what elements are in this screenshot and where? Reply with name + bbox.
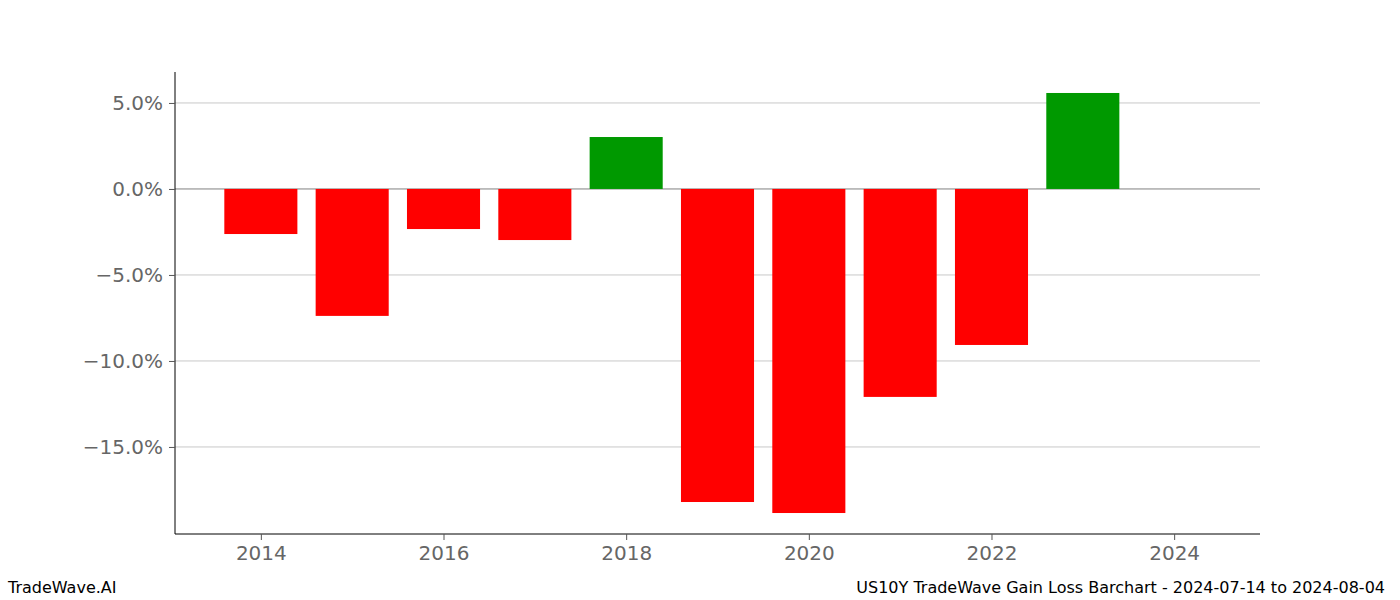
x-tick-mark: [1174, 534, 1175, 540]
y-axis-line: [175, 72, 176, 534]
y-tick: −10.0%: [83, 349, 175, 373]
y-axis: −15.0% −10.0% −5.0% 0.0% 5.0%: [83, 72, 175, 534]
y-tick: −15.0%: [83, 435, 175, 459]
y-tick-mark: [169, 361, 175, 362]
x-axis: 2014 2016 2018 2020 2022 2024: [175, 534, 1260, 565]
x-tick: 2014: [236, 534, 287, 565]
bar: [316, 189, 389, 316]
bar: [1138, 188, 1211, 189]
y-tick-mark: [169, 189, 175, 190]
x-tick: 2018: [601, 534, 652, 565]
x-tick-mark: [809, 534, 810, 540]
bar: [864, 189, 937, 397]
x-tick-mark: [261, 534, 262, 540]
bar: [772, 189, 845, 513]
x-tick: 2024: [1149, 534, 1200, 565]
bar: [590, 137, 663, 189]
y-tick-label: 5.0%: [112, 91, 163, 115]
x-tick-label: 2014: [236, 541, 287, 565]
x-tick-label: 2016: [419, 541, 470, 565]
x-tick-label: 2022: [967, 541, 1018, 565]
y-tick-label: −10.0%: [83, 349, 163, 373]
y-tick-mark: [169, 447, 175, 448]
bar: [498, 189, 571, 240]
x-tick-mark: [444, 534, 445, 540]
x-axis-line: [175, 534, 1260, 535]
x-tick: 2022: [967, 534, 1018, 565]
x-tick-mark: [991, 534, 992, 540]
y-tick: 0.0%: [112, 177, 175, 201]
bar: [681, 189, 754, 502]
x-tick-label: 2024: [1149, 541, 1200, 565]
x-tick: 2020: [784, 534, 835, 565]
y-tick-label: 0.0%: [112, 177, 163, 201]
y-tick: 5.0%: [112, 91, 175, 115]
title: US10Y TradeWave Gain Loss Barchart - 202…: [856, 578, 1385, 597]
bar: [224, 189, 297, 234]
x-tick: 2016: [419, 534, 470, 565]
x-tick-mark: [626, 534, 627, 540]
x-tick-label: 2020: [784, 541, 835, 565]
y-tick-label: −5.0%: [95, 263, 163, 287]
source: TradeWave.AI: [7, 578, 116, 597]
y-tick-label: −15.0%: [83, 435, 163, 459]
x-tick-label: 2018: [601, 541, 652, 565]
bar: [1046, 93, 1119, 189]
y-tick-mark: [169, 103, 175, 104]
bars: [224, 93, 1119, 513]
bar: [407, 189, 480, 229]
y-tick: −5.0%: [95, 263, 175, 287]
y-tick-mark: [169, 275, 175, 276]
chart: 2014 2016 2018 2020 2022 2024 −15.0% −10.0% −5.0…: [0, 0, 1400, 600]
bar: [955, 189, 1028, 345]
